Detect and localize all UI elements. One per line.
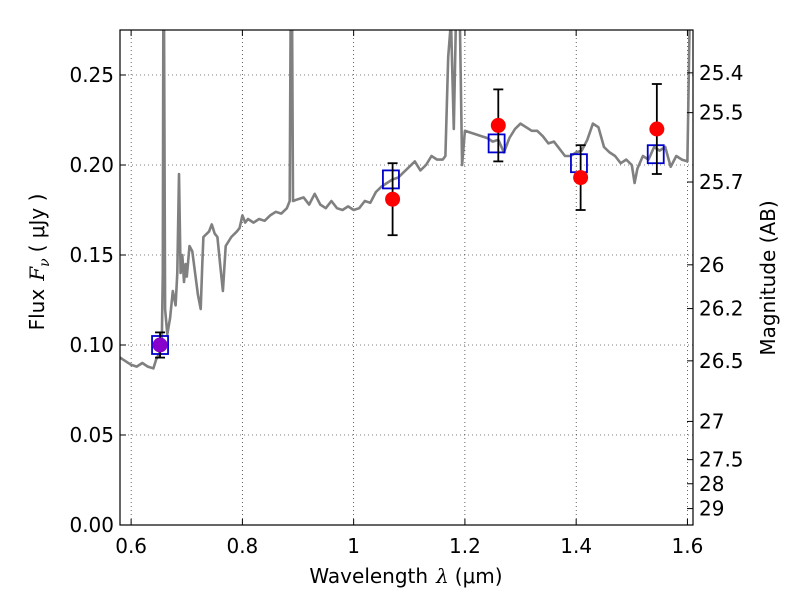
x-tick-label: 1.2 <box>449 534 481 558</box>
x-tick-label: 1.6 <box>672 534 704 558</box>
y-tick-label: 0.00 <box>69 513 114 537</box>
observed-photometry-point <box>490 117 506 133</box>
plot-frame <box>119 29 694 526</box>
y2-tick-label: 26.5 <box>699 349 744 373</box>
x-axis-title: Wavelength λ (μm) <box>309 564 502 588</box>
plot-background <box>120 30 693 525</box>
observed-photometry-point <box>649 121 665 137</box>
y2-tick-label: 26.2 <box>699 297 744 321</box>
model-photometry-square <box>487 133 506 154</box>
y2-tick-label: 27 <box>699 409 724 433</box>
y-tick-label: 0.05 <box>69 423 114 447</box>
axis-ticks: 0.6 0.8 1 1.2 1.4 1.6 0.00 0.05 0.10 0.15 0.20 0.25… <box>69 30 744 558</box>
model-sed-line <box>120 30 691 370</box>
model-photometry-square <box>382 169 400 190</box>
y2-tick-label: 25.7 <box>699 170 744 194</box>
y2-tick-label: 26 <box>699 253 724 277</box>
data-series <box>120 30 691 370</box>
y2-tick-label: 28 <box>699 472 724 496</box>
y2-tick-label: 29 <box>699 497 724 521</box>
observed-photometry-point <box>385 191 401 207</box>
y2-tick-label: 27.5 <box>699 448 744 472</box>
y-tick-label: 0.20 <box>69 153 114 177</box>
grid-lines <box>120 30 693 526</box>
model-photometry-square <box>646 144 665 165</box>
observed-photometry-point <box>152 337 168 353</box>
x-tick-label: 1 <box>347 534 360 558</box>
y-tick-label: 0.25 <box>69 63 114 87</box>
x-tick-label: 0.6 <box>115 534 147 558</box>
y2-tick-label: 25.4 <box>699 61 744 85</box>
y-tick-label: 0.10 <box>69 333 114 357</box>
observed-photometry-point <box>573 170 589 186</box>
y-tick-label: 0.15 <box>69 243 114 267</box>
y-axis-title: FluxFν( μJy ) <box>25 194 53 331</box>
y2-tick-label: 25.5 <box>699 101 744 125</box>
photometry-markers <box>151 83 665 359</box>
x-tick-label: 0.8 <box>226 534 258 558</box>
x-tick-label: 1.4 <box>560 534 592 558</box>
y2-axis-title: Magnitude (AB) <box>756 200 780 355</box>
